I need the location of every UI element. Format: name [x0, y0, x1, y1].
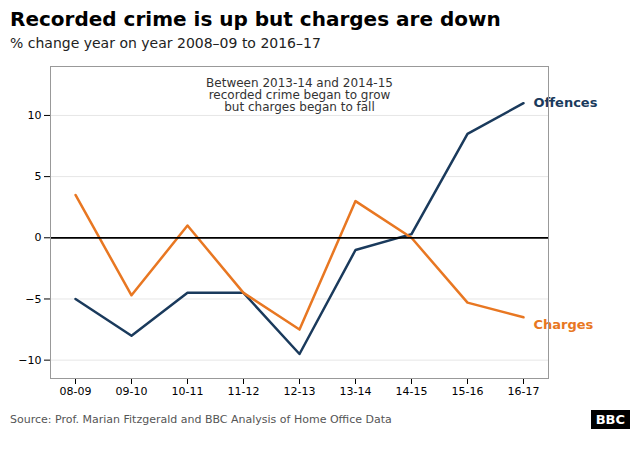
svg-text:−10: −10 [18, 354, 41, 367]
svg-text:16-17: 16-17 [508, 385, 540, 398]
html-text:BBC: BBC [595, 412, 625, 427]
svg-text:5: 5 [35, 170, 42, 183]
svg-text:Charges: Charges [534, 317, 594, 332]
svg-text:Between 2013-14 and 2014-15rec: Between 2013-14 and 2014-15recorded crim… [206, 76, 393, 114]
svg-text:12-13: 12-13 [284, 385, 316, 398]
svg-text:Offences: Offences [534, 95, 598, 110]
svg-text:10-11: 10-11 [172, 385, 204, 398]
svg-text:−5: −5 [25, 292, 41, 305]
svg-text:14-15: 14-15 [396, 385, 428, 398]
svg-text:13-14: 13-14 [340, 385, 372, 398]
html-text:Recorded crime is up but charg: Recorded crime is up but charges are dow… [10, 7, 501, 31]
html-text:% change year on year 2008–09: % change year on year 2008–09 to 2016–17 [10, 35, 321, 51]
svg-text:15-16: 15-16 [452, 385, 484, 398]
svg-text:10: 10 [28, 109, 42, 122]
svg-text:0: 0 [35, 231, 42, 244]
svg-text:08-09: 08-09 [60, 385, 92, 398]
svg-text:09-10: 09-10 [116, 385, 148, 398]
svg-text:11-12: 11-12 [228, 385, 260, 398]
html-text:Source: Prof. Marian Fitzgeral: Source: Prof. Marian Fitzgerald and BBC … [10, 413, 392, 426]
